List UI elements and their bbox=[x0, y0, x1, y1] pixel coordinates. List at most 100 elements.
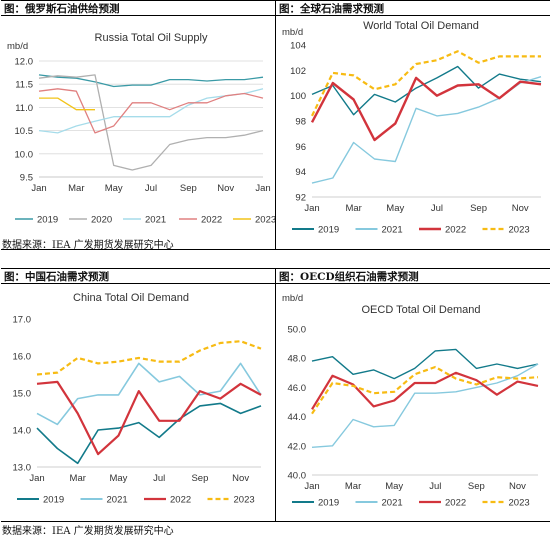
legend-label-2022: 2022 bbox=[201, 215, 222, 226]
x-tick-label: May bbox=[109, 473, 127, 484]
x-tick-label: Jul bbox=[153, 473, 165, 484]
y-tick-label: 92 bbox=[295, 193, 306, 204]
chart-title: World Total Oil Demand bbox=[363, 20, 479, 32]
x-tick-label: Mar bbox=[345, 203, 361, 214]
legend-label-2021: 2021 bbox=[145, 215, 166, 226]
series-line-2021 bbox=[311, 363, 539, 448]
series-line-2019 bbox=[36, 402, 262, 465]
china-chart-box: China Total Oil Demand 13.0 14.0 15.0 16.0 17… bbox=[1, 285, 275, 522]
y-tick-label: 11.0 bbox=[15, 103, 33, 114]
x-tick-label: Jul bbox=[429, 481, 441, 492]
y-tick-label: 13.0 bbox=[13, 463, 32, 474]
series-line-2023 bbox=[39, 97, 95, 111]
china-oil-demand-chart: China Total Oil Demand 13.0 14.0 15.0 16.0 17… bbox=[13, 292, 262, 506]
y-tick-label: 15.0 bbox=[13, 389, 32, 400]
y-tick-label: 46.0 bbox=[288, 383, 307, 394]
source-note-top: 数据来源：IEA 广发期货发展研究中心 bbox=[2, 240, 174, 251]
series-line-2022 bbox=[36, 380, 262, 456]
y-tick-label: 104 bbox=[290, 41, 306, 52]
oecd-oil-demand-chart: OECD Total Oil Demand mb/d 40.0 42.0 44.0 46.… bbox=[282, 293, 539, 509]
russia-oil-supply-chart: Russia Total Oil Supply mb/d 9.5 10.0 10.5 11… bbox=[7, 32, 275, 226]
legend-label-2023: 2023 bbox=[255, 215, 275, 226]
panel-divider bbox=[275, 0, 276, 250]
chart-title: Russia Total Oil Supply bbox=[95, 32, 208, 44]
world-oil-demand-chart: World Total Oil Demand mb/d 92 94 96 98 100 102… bbox=[282, 20, 542, 236]
panel-divider bbox=[275, 268, 276, 522]
chart-title: China Total Oil Demand bbox=[73, 292, 189, 304]
russia-chart-box: Russia Total Oil Supply mb/d 9.5 10.0 10.5 11… bbox=[1, 17, 275, 250]
y-tick-label: 96 bbox=[295, 142, 306, 153]
series-line-2022 bbox=[311, 371, 539, 410]
legend-label-2019: 2019 bbox=[37, 215, 58, 226]
legend-label-2019: 2019 bbox=[318, 225, 339, 236]
series-line-2019 bbox=[311, 65, 542, 116]
y-axis-label: mb/d bbox=[7, 41, 28, 52]
x-tick-label: Jan bbox=[255, 183, 270, 194]
x-tick-label: Mar bbox=[70, 473, 86, 484]
x-tick-label: Jan bbox=[31, 183, 46, 194]
legend-label-2020: 2020 bbox=[91, 215, 112, 226]
y-tick-label: 98 bbox=[295, 117, 306, 128]
legend-label-2019: 2019 bbox=[318, 498, 339, 509]
x-tick-label: Jan bbox=[304, 481, 319, 492]
panel-title-china: 图：中国石油需求预测 bbox=[1, 268, 275, 284]
panel-title-world: 图：全球石油需求预测 bbox=[276, 0, 550, 16]
y-tick-label: 40.0 bbox=[288, 471, 307, 482]
series-line-2020 bbox=[38, 74, 264, 171]
legend-label-2021: 2021 bbox=[107, 495, 128, 506]
x-tick-label: Nov bbox=[512, 203, 529, 214]
x-tick-label: Jan bbox=[29, 473, 44, 484]
source-note-bottom: 数据来源：IEA 广发期货发展研究中心 bbox=[2, 526, 174, 537]
y-tick-label: 11.5 bbox=[15, 80, 33, 91]
x-tick-label: May bbox=[105, 183, 123, 194]
x-tick-label: Jul bbox=[431, 203, 443, 214]
oecd-chart-box: OECD Total Oil Demand mb/d 40.0 42.0 44.0 46.… bbox=[276, 285, 550, 522]
x-tick-label: May bbox=[386, 203, 404, 214]
x-tick-label: Nov bbox=[509, 481, 526, 492]
y-tick-label: 42.0 bbox=[288, 441, 307, 452]
panel-title-oecd: 图：OECD组织石油需求预测 bbox=[276, 268, 550, 284]
legend-label-2019: 2019 bbox=[43, 495, 64, 506]
y-tick-label: 102 bbox=[290, 66, 306, 77]
legend-label-2023: 2023 bbox=[509, 498, 530, 509]
world-chart-box: World Total Oil Demand mb/d 92 94 96 98 100 102… bbox=[276, 17, 550, 250]
x-tick-label: Mar bbox=[68, 183, 84, 194]
series-line-2023 bbox=[36, 340, 262, 376]
series-line-2022 bbox=[310, 76, 542, 142]
series-line-2023 bbox=[311, 365, 539, 415]
series-line-2019 bbox=[38, 74, 264, 88]
y-tick-label: 10.0 bbox=[15, 149, 34, 160]
x-tick-label: Nov bbox=[217, 183, 234, 194]
x-tick-label: Sep bbox=[191, 473, 208, 484]
y-tick-label: 16.0 bbox=[13, 352, 32, 363]
legend-label-2022: 2022 bbox=[445, 498, 466, 509]
x-tick-label: Jan bbox=[304, 203, 319, 214]
y-tick-label: 10.5 bbox=[15, 126, 34, 137]
legend-label-2021: 2021 bbox=[382, 498, 403, 509]
x-tick-label: Nov bbox=[232, 473, 249, 484]
y-axis-label: mb/d bbox=[282, 293, 303, 304]
panel-title-russia: 图：俄罗斯石油供给预测 bbox=[1, 0, 275, 16]
x-tick-label: Sep bbox=[468, 481, 485, 492]
series-line-2022 bbox=[38, 88, 264, 134]
x-tick-label: May bbox=[385, 481, 403, 492]
legend-label-2021: 2021 bbox=[382, 225, 403, 236]
legend-label-2022: 2022 bbox=[170, 495, 191, 506]
y-tick-label: 17.0 bbox=[13, 315, 32, 326]
y-tick-label: 94 bbox=[295, 167, 306, 178]
y-axis-label: mb/d bbox=[282, 27, 303, 38]
y-tick-label: 9.5 bbox=[20, 173, 33, 184]
x-tick-label: Mar bbox=[345, 481, 361, 492]
bottom-section: 图：中国石油需求预测 China Total Oil Demand 13.0 14.… bbox=[0, 268, 550, 540]
y-tick-label: 48.0 bbox=[288, 354, 307, 365]
series-line-2021 bbox=[36, 362, 262, 426]
legend-label-2023: 2023 bbox=[509, 225, 530, 236]
y-tick-label: 100 bbox=[290, 91, 306, 102]
x-tick-label: Jul bbox=[145, 183, 157, 194]
legend-label-2022: 2022 bbox=[445, 225, 466, 236]
series-line-2019 bbox=[311, 348, 539, 380]
y-tick-label: 14.0 bbox=[13, 426, 32, 437]
x-tick-label: Sep bbox=[470, 203, 487, 214]
top-section: 图：俄罗斯石油供给预测 Russia Total Oil Supply mb/d 9… bbox=[0, 0, 550, 268]
x-tick-label: Sep bbox=[180, 183, 197, 194]
